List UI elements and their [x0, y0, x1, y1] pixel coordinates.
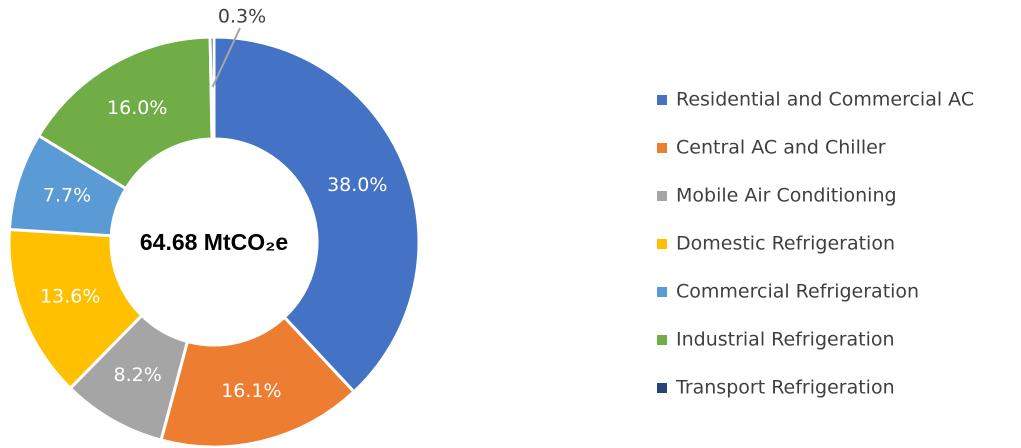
legend-label: Transport Refrigeration	[675, 377, 895, 399]
legend-swatch	[657, 287, 667, 297]
slice	[212, 35, 421, 394]
center-label: 64.68 MtCO₂e	[140, 229, 288, 255]
donut	[7, 35, 421, 448]
legend-label: Mobile Air Conditioning	[676, 185, 897, 207]
legend-swatch	[657, 239, 667, 249]
slice-label: 8.2%	[113, 364, 161, 386]
legend-swatch	[657, 335, 667, 345]
slice	[36, 35, 214, 191]
slice-label: 7.7%	[43, 184, 91, 206]
legend-label: Central AC and Chiller	[676, 137, 886, 159]
leader-line	[211, 27, 241, 88]
legend-swatch	[657, 383, 667, 393]
legend-label: Residential and Commercial AC	[676, 89, 974, 111]
slice-label: 38.0%	[327, 174, 387, 196]
legend-label: Industrial Refrigeration	[676, 329, 895, 351]
slice-label: 13.6%	[40, 286, 100, 308]
slice-label: 16.0%	[107, 97, 167, 119]
legend-label: Domestic Refrigeration	[676, 233, 895, 255]
slice	[208, 35, 216, 141]
legend-swatch	[657, 191, 667, 201]
slice	[159, 315, 357, 448]
slice-label: 16.1%	[221, 380, 281, 402]
legend-label: Commercial Refrigeration	[676, 281, 919, 303]
legend-swatch	[657, 95, 667, 105]
slice-label: 0.3%	[218, 6, 266, 28]
legend-swatch	[657, 143, 667, 153]
